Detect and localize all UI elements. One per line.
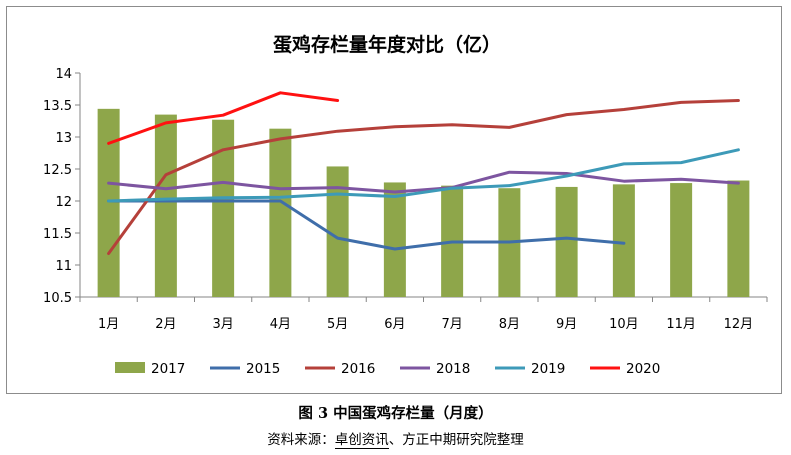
- x-tick-label: 4月: [270, 317, 291, 332]
- line-2020: [107, 91, 340, 145]
- legend-label-2017: 2017: [151, 361, 185, 377]
- axes: 14 13.5 13 12.5 12 11.5 11 10.5 1月 2月 3月 4月 5月 6月 7月 8月…: [43, 67, 768, 332]
- x-tick-label: 1月: [98, 317, 119, 332]
- x-tick-label: 9月: [556, 317, 577, 332]
- bar-2017: [727, 180, 750, 297]
- y-tick-label: 12: [55, 195, 72, 210]
- legend-label-2015: 2015: [246, 361, 280, 377]
- source-line: 资料来源：卓创资讯、方正中期研究院整理: [0, 428, 791, 449]
- x-tick-label: 6月: [384, 317, 405, 332]
- bar-2017: [212, 119, 235, 297]
- x-tick-label: 10月: [609, 317, 639, 332]
- bar-2017: [383, 182, 406, 297]
- line-2016: [107, 99, 740, 255]
- egg-layer-inventory-chart: 蛋鸡存栏量年度对比（亿） 14 13.5 13 12.5 12 11.5 11 10.5 1月 2…: [43, 33, 768, 377]
- bar-2017: [97, 108, 120, 297]
- bar-2017: [269, 128, 292, 297]
- bar-2017: [154, 114, 177, 297]
- y-tick-label: 10.5: [43, 291, 72, 306]
- line-2015: [107, 199, 626, 251]
- figure-caption: 图 3 中国蛋鸡存栏量（月度）: [298, 405, 493, 422]
- y-tick-label: 13: [55, 131, 72, 146]
- line-2018: [107, 170, 740, 194]
- x-tick-label: 11月: [666, 317, 696, 332]
- x-tick-label: 8月: [499, 317, 520, 332]
- y-tick-label: 12.5: [43, 163, 72, 178]
- x-tick-label: 3月: [212, 317, 233, 332]
- chart-title: 蛋鸡存栏量年度对比（亿）: [273, 33, 501, 56]
- bar-2017: [670, 183, 693, 297]
- source-org-link[interactable]: 卓创资讯: [334, 432, 389, 449]
- source-prefix: 资料来源：: [267, 432, 335, 448]
- y-tick-label: 14: [55, 67, 72, 82]
- legend: 2017 2015 2016 2018 2019 2020: [115, 361, 660, 377]
- x-tick-label: 5月: [327, 317, 348, 332]
- line-2019: [107, 148, 740, 203]
- legend-label-2019: 2019: [531, 361, 565, 377]
- source-suffix: 、方正中期研究院整理: [388, 432, 524, 448]
- bar-2017: [326, 166, 349, 297]
- bar-series-2017: [97, 108, 750, 297]
- legend-label-2020: 2020: [626, 361, 660, 377]
- legend-label-2016: 2016: [341, 361, 375, 377]
- legend-label-2018: 2018: [436, 361, 470, 377]
- x-tick-label: 7月: [441, 317, 462, 332]
- legend-swatch-2017: [115, 362, 145, 373]
- chart-frame: 蛋鸡存栏量年度对比（亿） 14 13.5 13 12.5 12 11.5 11 10.5 1月 2…: [6, 6, 782, 394]
- line-series-group: [107, 91, 740, 255]
- y-tick-label: 13.5: [43, 99, 72, 114]
- bar-2017: [555, 186, 578, 297]
- x-tick-label: 12月: [724, 317, 754, 332]
- y-tick-label: 11.5: [43, 227, 72, 242]
- bar-2017: [612, 184, 635, 297]
- y-tick-label: 11: [55, 259, 72, 274]
- x-tick-label: 2月: [155, 317, 176, 332]
